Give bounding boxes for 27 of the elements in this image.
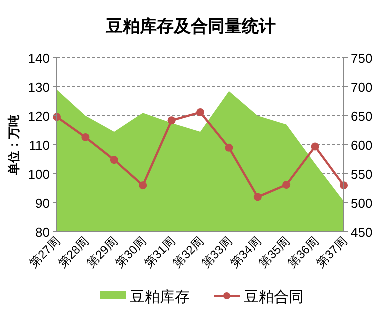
point xyxy=(139,182,148,190)
y-tick-label: 120 xyxy=(28,109,50,124)
y2-tick-label: 450 xyxy=(351,225,373,240)
legend-label: 豆粕合同 xyxy=(244,289,304,306)
y2-tick-label: 700 xyxy=(351,80,373,95)
y-tick-label: 140 xyxy=(28,51,50,66)
point xyxy=(110,156,118,164)
y2-tick-label: 550 xyxy=(351,167,373,182)
point xyxy=(82,133,90,142)
point xyxy=(311,142,320,151)
point xyxy=(254,193,262,202)
point xyxy=(168,116,176,125)
y-tick-label: 100 xyxy=(28,167,50,182)
point xyxy=(225,144,234,152)
y-tick-label: 130 xyxy=(28,80,50,95)
y-tick-label: 110 xyxy=(29,138,50,153)
y2-tick-label: 500 xyxy=(351,196,373,211)
y-tick-label: 90 xyxy=(36,196,50,211)
y-tick-label: 80 xyxy=(36,225,50,240)
legend-label: 豆粕库存 xyxy=(130,289,190,306)
y2-tick-label: 650 xyxy=(351,109,373,124)
point xyxy=(282,181,291,190)
point xyxy=(196,108,204,117)
y-axis-title: 单位：万吨 xyxy=(7,115,21,176)
y2-tick-label: 750 xyxy=(351,51,373,66)
chart-title: 豆粕库存及合同量统计 xyxy=(105,17,276,36)
y2-tick-label: 600 xyxy=(351,138,373,153)
